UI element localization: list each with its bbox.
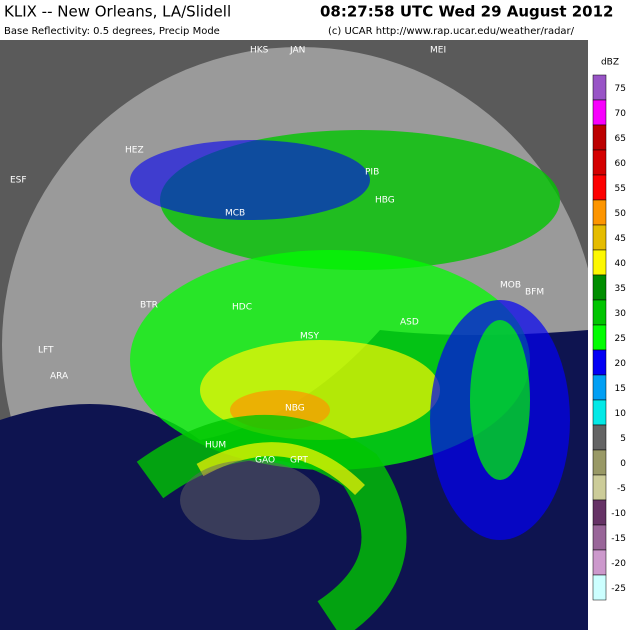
map-label: PIB — [365, 168, 379, 178]
legend-label: -10 — [611, 509, 626, 519]
legend-swatch — [592, 474, 607, 501]
legend: 757065605550454035302520151050-5-10-15-2… — [592, 74, 627, 601]
map-label: ESF — [10, 176, 27, 186]
map-label: MEI — [430, 46, 446, 56]
legend-swatch — [592, 424, 607, 451]
legend-label: 75 — [615, 84, 626, 94]
legend-label: -25 — [611, 584, 626, 594]
map-label: MOB — [500, 281, 521, 291]
map-label: ARA — [50, 372, 69, 382]
map-label: NBG — [285, 404, 305, 414]
legend-swatch — [592, 224, 607, 251]
legend-swatch — [592, 124, 607, 151]
legend-label: -5 — [617, 484, 626, 494]
legend-label: 60 — [615, 159, 627, 169]
legend-label: 5 — [620, 434, 626, 444]
legend-swatch — [592, 399, 607, 426]
map-label: BFM — [525, 288, 544, 298]
map-label: HUM — [205, 441, 226, 451]
legend-swatch — [592, 574, 607, 601]
legend-label: 50 — [615, 209, 627, 219]
legend-label: 55 — [615, 184, 626, 194]
product-subtitle: Base Reflectivity: 0.5 degrees, Precip M… — [4, 26, 220, 37]
legend-label: 25 — [615, 334, 626, 344]
map-label: MSY — [300, 332, 319, 342]
legend-swatch — [592, 149, 607, 176]
legend-swatch — [592, 499, 607, 526]
legend-swatch — [592, 74, 607, 101]
station-title: KLIX -- New Orleans, LA/Slidell — [4, 3, 231, 21]
legend-label: 40 — [615, 259, 627, 269]
timestamp: 08:27:58 UTC Wed 29 August 2012 — [320, 3, 614, 21]
legend-swatch — [592, 99, 607, 126]
legend-label: 15 — [615, 384, 626, 394]
legend-label: 35 — [615, 284, 626, 294]
legend-swatch — [592, 299, 607, 326]
legend-swatch — [592, 174, 607, 201]
legend-unit: dBZ — [601, 58, 619, 68]
legend-label: 30 — [615, 309, 627, 319]
legend-label: 20 — [615, 359, 627, 369]
map-label: MCB — [225, 209, 245, 219]
legend-swatch — [592, 449, 607, 476]
legend-swatch — [592, 549, 607, 576]
legend-swatch — [592, 324, 607, 351]
legend-label: 65 — [615, 134, 626, 144]
radar-map — [0, 40, 588, 630]
legend-label: 45 — [615, 234, 626, 244]
map-label: JAN — [289, 46, 305, 56]
map-label: HEZ — [125, 146, 144, 156]
map-label: ASD — [400, 318, 419, 328]
map-label: HKS — [250, 46, 269, 56]
legend-swatch — [592, 274, 607, 301]
legend-swatch — [592, 374, 607, 401]
map-label: GAO — [255, 456, 275, 466]
legend-label: -15 — [611, 534, 626, 544]
legend-swatch — [592, 249, 607, 276]
legend-label: 0 — [620, 459, 626, 469]
map-label: HBG — [375, 196, 395, 206]
legend-label: -20 — [611, 559, 626, 569]
map-label: GPT — [290, 456, 308, 466]
legend-swatch — [592, 199, 607, 226]
legend-swatch — [592, 349, 607, 376]
legend-label: 70 — [615, 109, 627, 119]
header-bg — [0, 0, 630, 40]
map-labels: HKS JAN MEI HEZ ESF PIB MCB HBG MOB BFM BTR HDC ASD G… — [10, 46, 544, 466]
map-label: HDC — [232, 303, 252, 313]
map-label: BTR — [140, 301, 158, 311]
legend-swatch — [592, 524, 607, 551]
legend-label: 10 — [615, 409, 627, 419]
credit: (c) UCAR http://www.rap.ucar.edu/weather… — [328, 26, 575, 37]
map-label: LFT — [38, 346, 54, 356]
